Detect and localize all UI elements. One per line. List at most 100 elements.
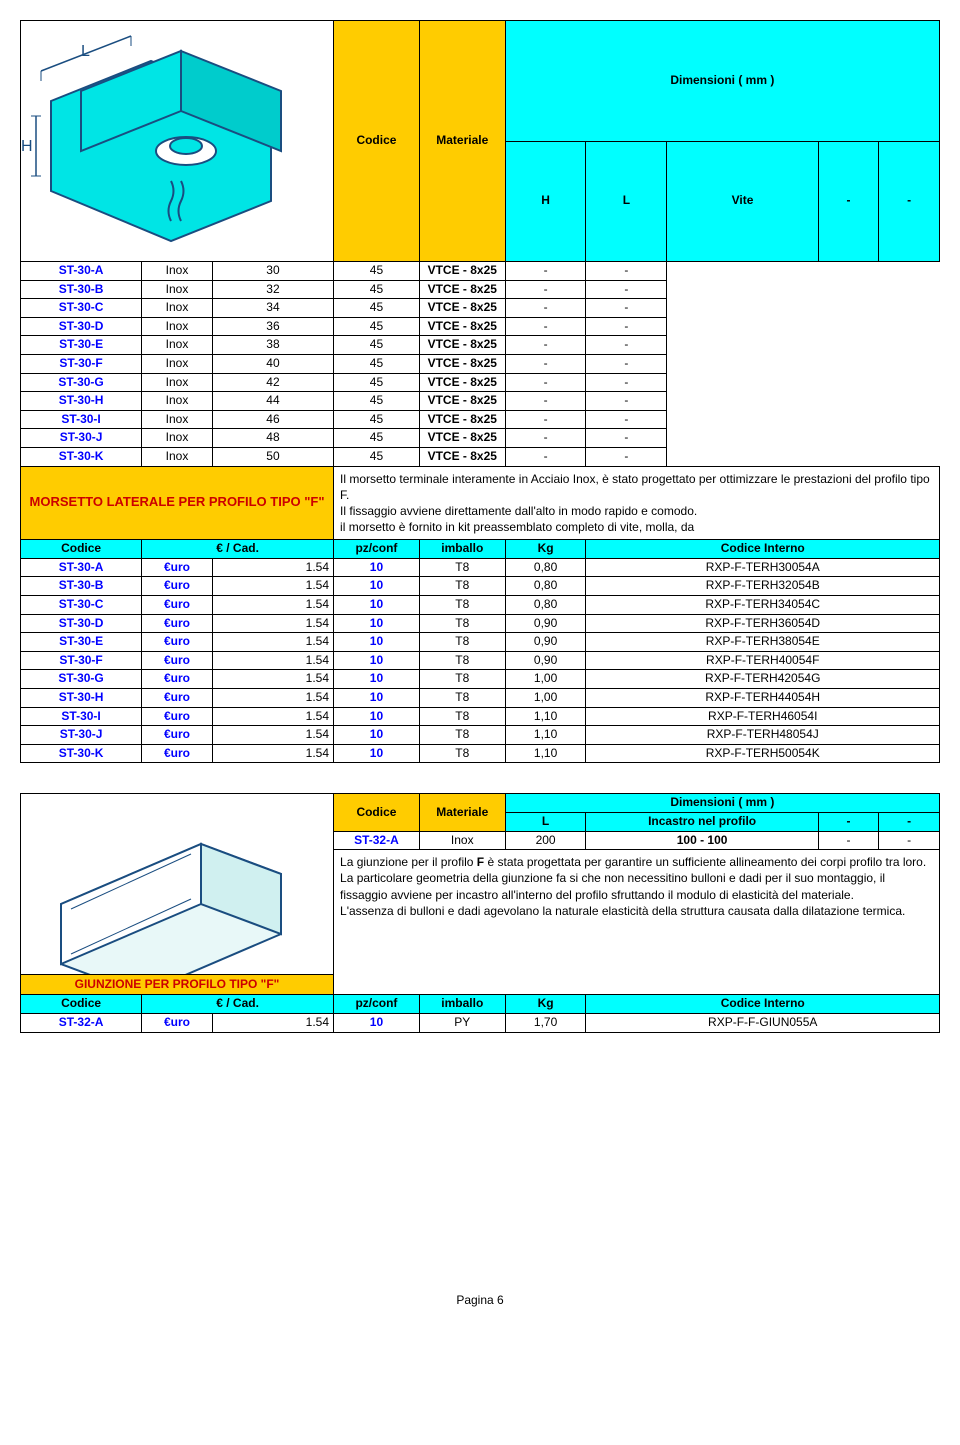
p-val: 1.54 (212, 689, 333, 708)
row-mat: Inox (142, 447, 213, 466)
table-row: ST-30-GInox4245VTCE - 8x25-- (21, 373, 940, 392)
section2-table: GIUNZIONE PER PROFILO TIPO "F" Codice Ma… (20, 793, 940, 1032)
ph-imb: imballo (419, 540, 505, 559)
row-vite: VTCE - 8x25 (419, 336, 505, 355)
hdr-vite: Vite (667, 141, 818, 262)
p-ci: RXP-F-TERH50054K (586, 744, 940, 763)
p-ci: RXP-F-TERH42054G (586, 670, 940, 689)
hdr-dash1: - (818, 141, 879, 262)
p-pz: 10 (334, 707, 420, 726)
table-row: ST-30-EInox3845VTCE - 8x25-- (21, 336, 940, 355)
table-row: ST-30-AInox3045VTCE - 8x25-- (21, 262, 940, 281)
price-row: ST-30-D€uro1.5410T80,90RXP-F-TERH36054D (21, 614, 940, 633)
p-ci: RXP-F-TERH40054F (586, 651, 940, 670)
s2-hdr-d1: - (818, 813, 879, 832)
row-d1: - (505, 410, 586, 429)
hdr-h: H (505, 141, 586, 262)
row-d1: - (505, 280, 586, 299)
row-vite: VTCE - 8x25 (419, 354, 505, 373)
row-vite: VTCE - 8x25 (419, 429, 505, 448)
row-d2: - (586, 410, 667, 429)
p-cur: €uro (142, 707, 213, 726)
p-cur: €uro (142, 670, 213, 689)
table-row: ST-30-CInox3445VTCE - 8x25-- (21, 299, 940, 318)
p-cur: €uro (142, 744, 213, 763)
p-cur: €uro (142, 577, 213, 596)
p-pz: 10 (334, 651, 420, 670)
row-l: 45 (334, 392, 420, 411)
p-pz: 10 (334, 689, 420, 708)
p-pz: 10 (334, 670, 420, 689)
section2-title: GIUNZIONE PER PROFILO TIPO "F" (21, 974, 333, 995)
s2-ph-kg: Kg (505, 995, 586, 1014)
s2-hdr-codice: Codice (334, 794, 420, 831)
p-val: 1.54 (212, 670, 333, 689)
s2p-code: ST-32-A (21, 1014, 142, 1033)
row-h: 30 (212, 262, 333, 281)
s2-ph-cad: € / Cad. (142, 995, 334, 1014)
row-d2: - (586, 336, 667, 355)
row-vite: VTCE - 8x25 (419, 262, 505, 281)
p-code: ST-30-D (21, 614, 142, 633)
p-val: 1.54 (212, 744, 333, 763)
row-vite: VTCE - 8x25 (419, 447, 505, 466)
table-row: ST-30-DInox3645VTCE - 8x25-- (21, 317, 940, 336)
p-val: 1.54 (212, 707, 333, 726)
row-d1: - (505, 447, 586, 466)
p-imb: T8 (419, 744, 505, 763)
row-d1: - (505, 299, 586, 318)
table-row: ST-30-BInox3245VTCE - 8x25-- (21, 280, 940, 299)
price-row: ST-30-G€uro1.5410T81,00RXP-F-TERH42054G (21, 670, 940, 689)
row-d1: - (505, 392, 586, 411)
p-val: 1.54 (212, 596, 333, 615)
row-code: ST-30-B (21, 280, 142, 299)
row-code: ST-30-H (21, 392, 142, 411)
s2-d2: - (879, 831, 940, 850)
hdr-materiale: Materiale (419, 21, 505, 262)
row-d2: - (586, 392, 667, 411)
row-d1: - (505, 336, 586, 355)
ph-cad: € / Cad. (142, 540, 334, 559)
p-kg: 1,10 (505, 707, 586, 726)
s2-hdr-d2: - (879, 813, 940, 832)
p-val: 1.54 (212, 614, 333, 633)
s2p-cur: €uro (142, 1014, 213, 1033)
s2-inc: 100 - 100 (586, 831, 818, 850)
row-l: 45 (334, 280, 420, 299)
table-row: ST-30-FInox4045VTCE - 8x25-- (21, 354, 940, 373)
s2-hdr-l: L (505, 813, 586, 832)
row-mat: Inox (142, 262, 213, 281)
p-ci: RXP-F-TERH46054I (586, 707, 940, 726)
p-pz: 10 (334, 596, 420, 615)
p-cur: €uro (142, 633, 213, 652)
row-mat: Inox (142, 280, 213, 299)
s2-l: 200 (505, 831, 586, 850)
row-l: 45 (334, 262, 420, 281)
p-kg: 0,90 (505, 633, 586, 652)
p-pz: 10 (334, 633, 420, 652)
row-h: 36 (212, 317, 333, 336)
p-cur: €uro (142, 689, 213, 708)
row-code: ST-30-D (21, 317, 142, 336)
row-mat: Inox (142, 317, 213, 336)
p-ci: RXP-F-TERH48054J (586, 726, 940, 745)
row-d2: - (586, 262, 667, 281)
table-row: ST-30-JInox4845VTCE - 8x25-- (21, 429, 940, 448)
s2p-ci: RXP-F-F-GIUN055A (586, 1014, 940, 1033)
p-imb: T8 (419, 614, 505, 633)
p-ci: RXP-F-TERH32054B (586, 577, 940, 596)
price-row: ST-30-C€uro1.5410T80,80RXP-F-TERH34054C (21, 596, 940, 615)
joint-icon (21, 794, 311, 994)
p-kg: 0,90 (505, 614, 586, 633)
row-l: 45 (334, 299, 420, 318)
hdr-l: L (586, 141, 667, 262)
ph-kg: Kg (505, 540, 586, 559)
section1-desc: Il morsetto terminale interamente in Acc… (334, 466, 940, 540)
p-imb: T8 (419, 633, 505, 652)
p-code: ST-30-C (21, 596, 142, 615)
s2p-pz: 10 (334, 1014, 420, 1033)
row-code: ST-30-I (21, 410, 142, 429)
p-cur: €uro (142, 651, 213, 670)
row-vite: VTCE - 8x25 (419, 299, 505, 318)
row-code: ST-30-C (21, 299, 142, 318)
